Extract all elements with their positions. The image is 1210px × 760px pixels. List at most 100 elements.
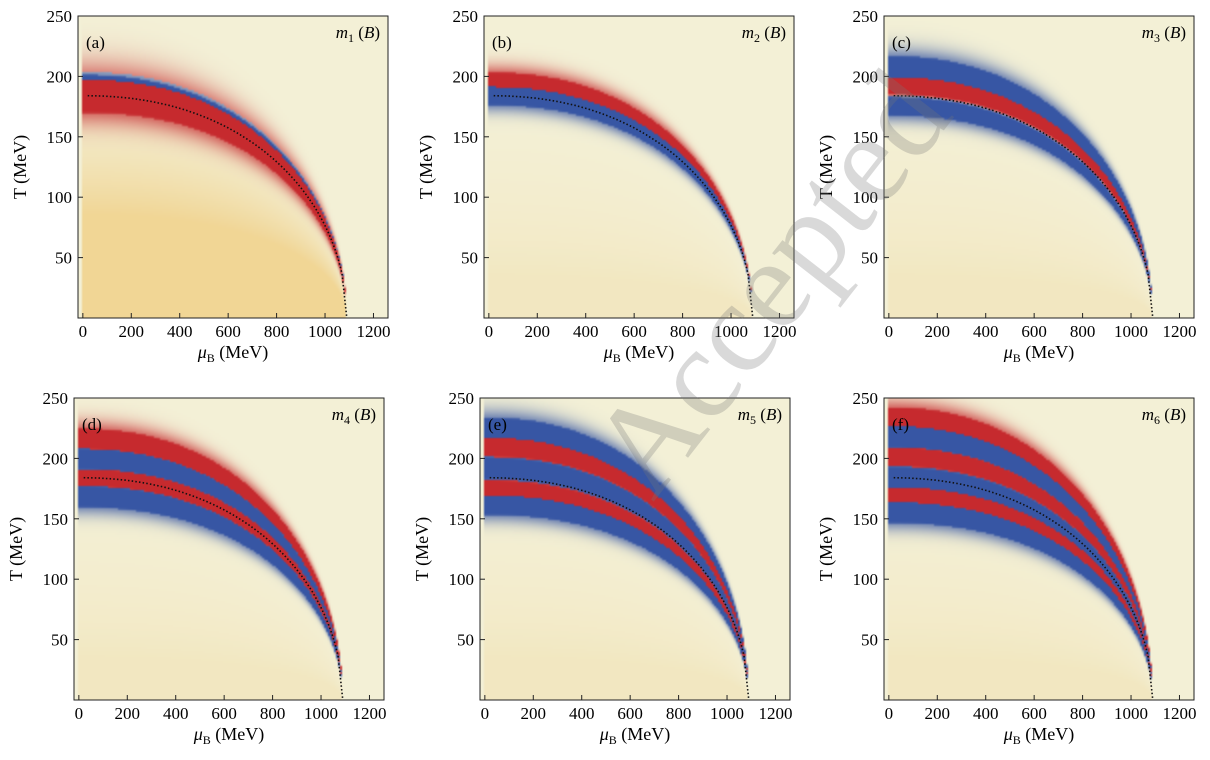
- x-tick-label: 1200: [1162, 704, 1196, 723]
- x-axis-title: μB (MeV): [1003, 342, 1075, 365]
- x-tick-label: 400: [573, 322, 599, 341]
- x-tick-label: 200: [925, 704, 951, 723]
- plot-frame: [479, 397, 791, 701]
- x-tick-label: 800: [264, 322, 290, 341]
- x-tick-label: 0: [79, 322, 88, 341]
- x-tick-label: 400: [569, 704, 595, 723]
- x-tick-label: 400: [973, 322, 999, 341]
- x-tick-label: 0: [481, 704, 490, 723]
- x-tick-label: 200: [119, 322, 145, 341]
- y-tick-label: 100: [453, 188, 479, 207]
- x-axis-title: μB (MeV): [599, 724, 671, 747]
- panel-label: m5 (B): [738, 405, 782, 427]
- x-tick-label: 200: [521, 704, 547, 723]
- x-tick-label: 800: [666, 704, 692, 723]
- y-tick-label: 150: [853, 510, 879, 529]
- x-axis-title: μB (MeV): [603, 342, 675, 365]
- y-tick-label: 150: [449, 510, 475, 529]
- plot-frame: [77, 15, 389, 319]
- panel-e: 0 200 400 600 800 1000 1200 50 100 150 200 250 μB (M…: [412, 389, 792, 747]
- panel-letter: (e): [488, 415, 507, 434]
- x-axis-title: μB (MeV): [193, 724, 265, 747]
- y-axis-title: T (MeV): [816, 135, 837, 199]
- y-tick-label: 250: [853, 7, 879, 26]
- y-tick-label: 50: [55, 249, 72, 268]
- y-tick-label: 50: [861, 249, 878, 268]
- y-tick-label: 50: [461, 249, 478, 268]
- x-axis-title: μB (MeV): [1003, 724, 1075, 747]
- x-tick-label: 1000: [1114, 704, 1148, 723]
- x-tick-label: 600: [215, 322, 241, 341]
- x-tick-label: 1000: [308, 322, 342, 341]
- y-axis-title: T (MeV): [10, 135, 31, 199]
- x-tick-label: 800: [1070, 322, 1096, 341]
- x-tick-label: 200: [115, 704, 141, 723]
- y-tick-label: 200: [43, 449, 69, 468]
- panel-letter: (c): [892, 33, 911, 52]
- y-tick-label: 100: [43, 570, 69, 589]
- heatmap-image: [884, 398, 1194, 700]
- x-tick-label: 1200: [762, 322, 796, 341]
- x-tick-label: 1200: [1162, 322, 1196, 341]
- y-tick-label: 100: [47, 188, 73, 207]
- heatmap-image: [884, 16, 1194, 318]
- x-tick-label: 0: [885, 322, 894, 341]
- x-tick-label: 600: [1021, 704, 1047, 723]
- x-tick-label: 0: [885, 704, 894, 723]
- y-tick-label: 150: [853, 128, 879, 147]
- x-tick-label: 1000: [1114, 322, 1148, 341]
- x-tick-label: 0: [75, 704, 84, 723]
- panel-letter: (a): [86, 33, 105, 52]
- panel-a: 0 200 400 600 800 1000 1200 50 100 150 200 250 μB (M…: [10, 7, 390, 365]
- panel-letter: (b): [492, 33, 512, 52]
- x-tick-label: 800: [260, 704, 286, 723]
- heatmap-image: [480, 398, 790, 700]
- x-tick-label: 400: [973, 704, 999, 723]
- x-tick-label: 600: [1021, 322, 1047, 341]
- y-axis-title: T (MeV): [412, 517, 433, 581]
- y-tick-label: 250: [43, 389, 69, 408]
- y-tick-label: 150: [453, 128, 479, 147]
- heatmap-image: [484, 16, 794, 318]
- y-tick-label: 200: [47, 67, 73, 86]
- x-tick-label: 1000: [710, 704, 744, 723]
- y-tick-label: 50: [51, 631, 68, 650]
- x-tick-label: 600: [621, 322, 647, 341]
- panel-letter: (d): [82, 415, 102, 434]
- y-tick-label: 100: [853, 570, 879, 589]
- panel-label: m4 (B): [332, 405, 376, 427]
- y-tick-label: 50: [457, 631, 474, 650]
- y-axis-title: T (MeV): [6, 517, 27, 581]
- panel-label: m2 (B): [742, 23, 786, 45]
- heatmap-image: [78, 16, 388, 318]
- y-tick-label: 200: [853, 449, 879, 468]
- x-tick-label: 600: [617, 704, 643, 723]
- y-axis-title: T (MeV): [816, 517, 837, 581]
- y-tick-label: 150: [47, 128, 73, 147]
- panel-b: 0 200 400 600 800 1000 1200 50 100 150 200 250 μB (M…: [416, 7, 796, 365]
- x-axis-title: μB (MeV): [197, 342, 269, 365]
- y-tick-label: 100: [449, 570, 475, 589]
- x-tick-label: 400: [167, 322, 193, 341]
- panel-label: m3 (B): [1142, 23, 1186, 45]
- x-tick-label: 400: [163, 704, 189, 723]
- panel-f: 0 200 400 600 800 1000 1200 50 100 150 200 250 μB (M…: [816, 389, 1196, 747]
- panel-c: 0 200 400 600 800 1000 1200 50 100 150 200 250 μB (M…: [816, 7, 1196, 365]
- x-tick-label: 200: [525, 322, 551, 341]
- x-tick-label: 1200: [356, 322, 390, 341]
- plot-frame: [883, 15, 1195, 319]
- panel-d: 0 200 400 600 800 1000 1200 50 100 150 200 250 μB (M…: [6, 389, 386, 747]
- y-tick-label: 250: [449, 389, 475, 408]
- y-tick-label: 150: [43, 510, 69, 529]
- x-tick-label: 1200: [758, 704, 792, 723]
- panel-letter: (f): [892, 415, 909, 434]
- x-tick-label: 1000: [714, 322, 748, 341]
- x-tick-label: 800: [670, 322, 696, 341]
- y-tick-label: 200: [453, 67, 479, 86]
- x-tick-label: 1200: [352, 704, 386, 723]
- panel-label: m1 (B): [336, 23, 380, 45]
- plot-frame: [883, 397, 1195, 701]
- panel-label: m6 (B): [1142, 405, 1186, 427]
- x-tick-label: 600: [211, 704, 237, 723]
